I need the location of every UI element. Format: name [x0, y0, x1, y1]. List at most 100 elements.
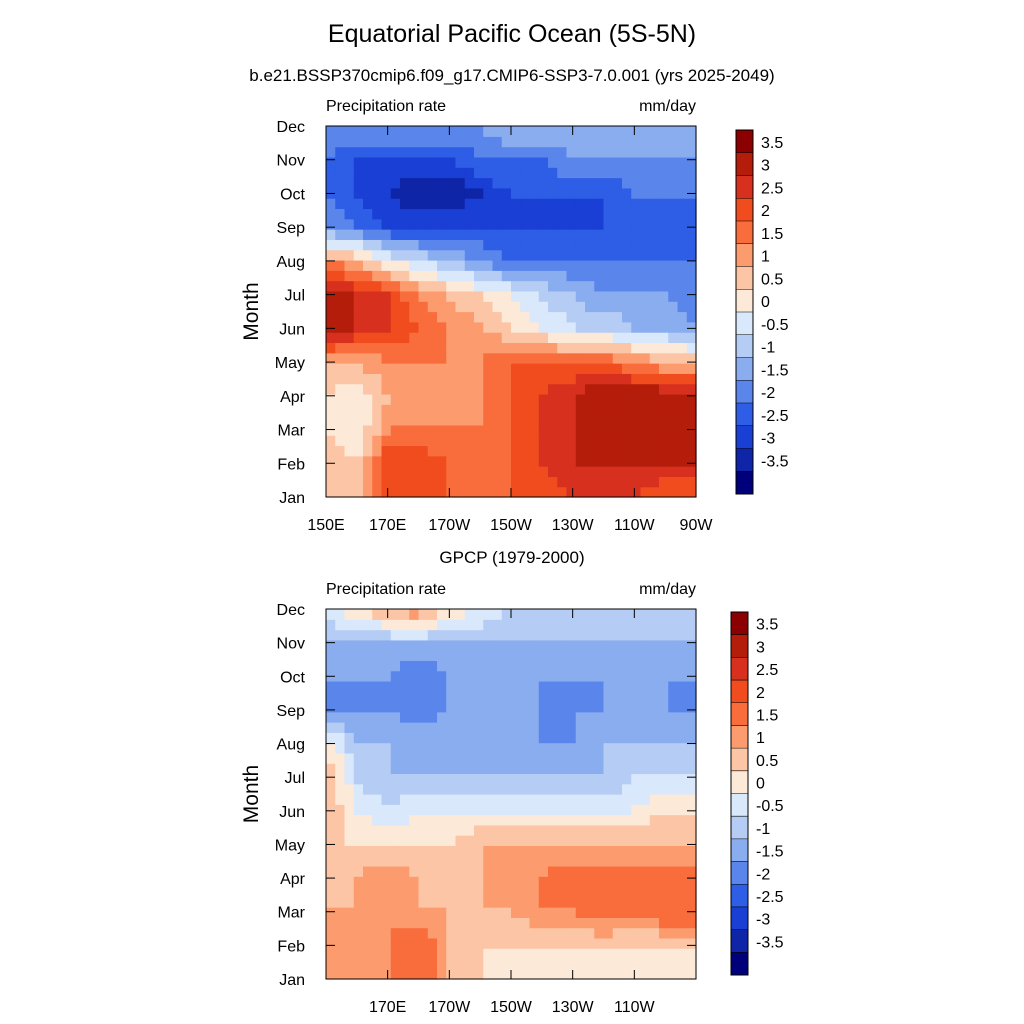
heatmap-cell: [594, 239, 605, 251]
heatmap-cell: [585, 229, 595, 240]
heatmap-cell: [585, 414, 595, 426]
heatmap-cell: [529, 435, 540, 447]
heatmap-cell: [686, 126, 697, 137]
heatmap-cell: [409, 907, 420, 918]
heatmap-cell: [353, 218, 364, 230]
heatmap-cell: [492, 783, 503, 795]
heatmap-cell: [640, 680, 651, 692]
heatmap-cell: [594, 814, 605, 826]
heatmap-cell: [548, 732, 558, 744]
heatmap-cell: [659, 927, 669, 939]
heatmap-cell: [326, 373, 336, 385]
heatmap-cell: [381, 126, 392, 137]
heatmap-cell: [446, 670, 457, 682]
heatmap-cell: [594, 650, 605, 661]
heatmap-cell: [566, 752, 577, 764]
heatmap-cell: [501, 435, 512, 447]
heatmap-cell: [455, 896, 466, 908]
heatmap-cell: [659, 794, 669, 805]
heatmap-cell: [677, 424, 688, 436]
heatmap-cell: [677, 917, 688, 929]
heatmap-cell: [409, 363, 420, 374]
heatmap-cell: [659, 814, 669, 826]
heatmap-cell: [659, 218, 669, 230]
heatmap-cell: [594, 332, 605, 344]
heatmap-cell: [575, 249, 586, 261]
heatmap-cell: [492, 466, 503, 477]
heatmap-cell: [353, 455, 364, 467]
heatmap-cell: [474, 414, 484, 426]
heatmap-cell: [659, 670, 669, 682]
heatmap-cell: [575, 732, 586, 744]
heatmap-cell: [335, 476, 346, 488]
colorbar-box: [736, 289, 753, 313]
heatmap-cell: [631, 393, 642, 405]
heatmap-cell: [381, 486, 392, 498]
heatmap-cell: [455, 773, 466, 785]
heatmap-cell: [455, 722, 466, 733]
heatmap-cell: [557, 927, 568, 939]
heatmap-cell: [538, 239, 549, 251]
heatmap-cell: [566, 639, 577, 651]
heatmap-cell: [474, 239, 484, 251]
heatmap-cell: [363, 290, 373, 302]
heatmap-cell: [566, 383, 577, 395]
heatmap-cell: [566, 167, 577, 179]
x-tick-label: 130W: [552, 999, 595, 1016]
heatmap-cell: [686, 701, 697, 713]
heatmap-cell: [353, 146, 364, 158]
heatmap-cell: [455, 917, 466, 929]
heatmap-cell: [437, 722, 447, 733]
heatmap-cell: [612, 208, 623, 220]
heatmap-cell: [520, 239, 531, 251]
heatmap-cell: [649, 968, 660, 980]
heatmap-cell: [622, 126, 632, 137]
heatmap-cell: [668, 270, 679, 282]
heatmap-cell: [446, 445, 457, 457]
heatmap-cell: [686, 290, 697, 302]
heatmap-cell: [501, 486, 512, 498]
heatmap-cell: [372, 958, 383, 970]
heatmap-cell: [631, 229, 642, 240]
heatmap-cell: [566, 855, 577, 867]
heatmap-cell: [492, 177, 503, 189]
heatmap-cell: [427, 609, 438, 620]
heatmap-cell: [520, 896, 531, 908]
heatmap-cell: [640, 383, 651, 395]
heatmap-cell: [538, 332, 549, 344]
heatmap-cell: [548, 435, 558, 447]
heatmap-cell: [529, 167, 540, 179]
heatmap-cell: [437, 249, 447, 261]
heatmap-cell: [381, 619, 392, 631]
heatmap-cell: [409, 208, 420, 220]
heatmap-cell: [520, 167, 531, 179]
heatmap-cell: [344, 958, 355, 970]
heatmap-cell: [427, 198, 438, 210]
heatmap-cell: [409, 948, 420, 960]
heatmap-cell: [585, 239, 595, 251]
heatmap-cell: [529, 609, 540, 620]
heatmap-cell: [529, 886, 540, 898]
heatmap-cell: [585, 198, 595, 210]
heatmap-cell: [418, 424, 429, 436]
heatmap-cell: [344, 424, 355, 436]
heatmap-cell: [520, 752, 531, 764]
heatmap-cell: [548, 249, 558, 261]
heatmap-cell: [363, 968, 373, 980]
heatmap-cell: [381, 886, 392, 898]
heatmap-cell: [455, 742, 466, 754]
heatmap-cell: [622, 814, 632, 826]
heatmap-cell: [677, 722, 688, 733]
heatmap-cell: [677, 311, 688, 323]
heatmap-cell: [511, 290, 521, 302]
heatmap-cell: [353, 886, 364, 898]
heatmap-cell: [501, 804, 512, 816]
heatmap-cell: [557, 907, 568, 918]
heatmap-cell: [557, 177, 568, 189]
heatmap-cell: [390, 383, 401, 395]
heatmap-cell: [594, 146, 605, 158]
heatmap-cell: [640, 301, 651, 313]
heatmap-cell: [363, 156, 373, 168]
heatmap-cell: [326, 393, 336, 405]
heatmap-cell: [437, 783, 447, 795]
